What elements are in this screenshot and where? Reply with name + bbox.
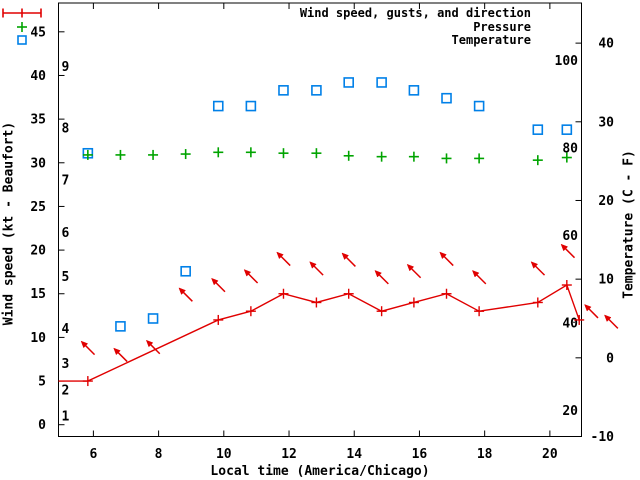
svg-text:40: 40 (562, 316, 578, 331)
svg-text:2: 2 (62, 383, 70, 398)
svg-text:3: 3 (62, 357, 70, 372)
svg-text:60: 60 (562, 229, 578, 244)
svg-text:0: 0 (606, 351, 614, 366)
svg-text:8: 8 (155, 447, 163, 462)
svg-text:1: 1 (62, 409, 70, 424)
svg-text:15: 15 (30, 287, 46, 302)
svg-text:14: 14 (346, 447, 362, 462)
wind-direction-arrows (80, 243, 619, 363)
svg-text:20: 20 (562, 404, 578, 419)
wind-errorbar-icon (2, 8, 42, 18)
svg-text:7: 7 (62, 174, 70, 189)
fahrenheit-scale-labels: 20 40 60 80 100 (555, 54, 579, 419)
svg-text:20: 20 (542, 447, 558, 462)
temperature-square-icon (17, 35, 27, 45)
svg-text:16: 16 (412, 447, 428, 462)
svg-text:-10: -10 (591, 430, 615, 445)
temperature-series (82, 77, 573, 332)
pressure-plus-icon (17, 22, 27, 32)
beaufort-scale-labels: 1 2 3 4 5 6 7 8 9 (62, 60, 70, 424)
x-axis-ticks (92, 3, 551, 437)
svg-text:100: 100 (555, 54, 579, 69)
svg-text:30: 30 (30, 156, 46, 171)
svg-text:9: 9 (62, 60, 70, 75)
svg-text:6: 6 (62, 226, 70, 241)
plot-border (58, 2, 582, 437)
svg-text:20: 20 (598, 194, 614, 209)
svg-text:45: 45 (30, 25, 46, 40)
svg-text:25: 25 (30, 200, 46, 215)
svg-text:35: 35 (30, 113, 46, 128)
svg-text:4: 4 (62, 322, 70, 337)
legend-label-pressure: Pressure (473, 20, 531, 34)
svg-text:80: 80 (562, 142, 578, 157)
svg-text:18: 18 (477, 447, 493, 462)
svg-text:8: 8 (62, 121, 70, 136)
svg-text:40: 40 (30, 69, 46, 84)
svg-text:10: 10 (30, 331, 46, 346)
legend-label-temperature: Temperature (451, 33, 531, 47)
svg-text:6: 6 (89, 447, 97, 462)
svg-text:10: 10 (216, 447, 232, 462)
svg-text:20: 20 (30, 244, 46, 259)
temp-axis-ticks (575, 42, 582, 437)
y2-axis-title: Temperature (C - F) (621, 150, 637, 299)
y-axis-title: Wind speed (kt - Beaufort) (1, 121, 17, 326)
svg-text:12: 12 (281, 447, 297, 462)
pressure-series (82, 147, 572, 166)
wind-speed-series (58, 280, 585, 387)
svg-text:30: 30 (598, 115, 614, 130)
svg-text:40: 40 (598, 37, 614, 52)
svg-text:5: 5 (38, 375, 46, 390)
svg-text:5: 5 (62, 270, 70, 285)
svg-text:0: 0 (38, 418, 46, 433)
svg-text:10: 10 (598, 273, 614, 288)
legend-label-wind: Wind speed, gusts, and direction (299, 6, 531, 20)
x-axis-title: Local time (America/Chicago) (210, 464, 430, 479)
